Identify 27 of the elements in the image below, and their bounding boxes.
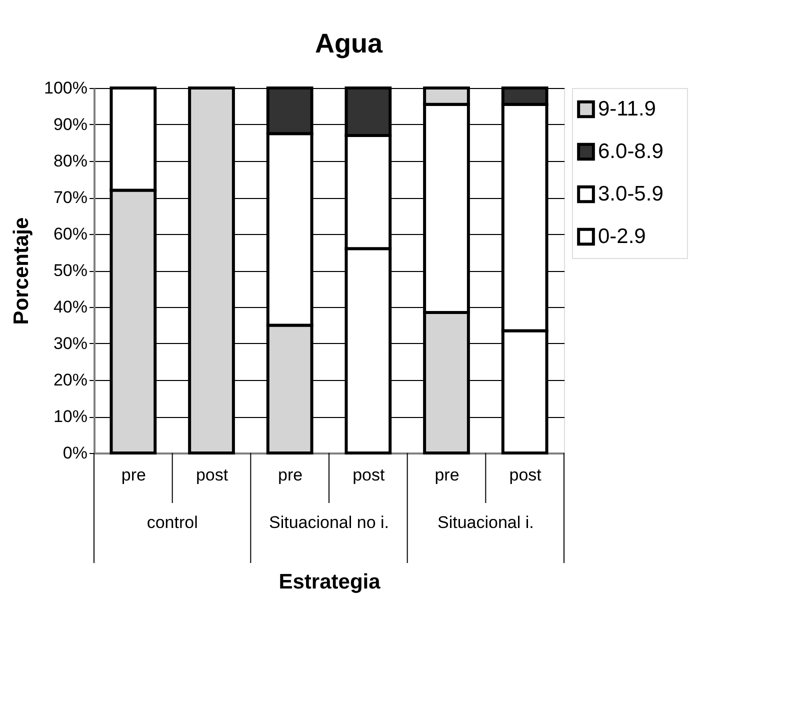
text: Situacional no i. xyxy=(268,513,390,532)
y-tick-label: 10% xyxy=(53,407,88,426)
legend-label: 9-11.9 xyxy=(598,97,656,120)
x-tick-label: pre xyxy=(278,466,303,484)
y-tick-label: 60% xyxy=(53,224,88,244)
x-tick-label: post xyxy=(352,466,386,484)
y-tick-label: 90% xyxy=(53,115,88,134)
x-axis-title: Estrategia xyxy=(278,570,381,594)
legend-label: 0-2.9 xyxy=(598,224,646,248)
y-tick-label: 0% xyxy=(62,444,88,462)
x-tick-label: post xyxy=(509,466,542,484)
y-tick-label: 20% xyxy=(53,370,88,390)
x-tick-label: pre xyxy=(434,466,460,484)
y-tick-label: 70% xyxy=(53,188,88,207)
y-axis-title: Porcentaje xyxy=(10,217,34,325)
x-tick-label: pre xyxy=(121,466,146,484)
y-tick-label: 50% xyxy=(53,261,88,280)
legend-label: 6.0-8.9 xyxy=(598,140,664,163)
legend-label: 3.0-5.9 xyxy=(598,182,664,206)
y-tick-label: 100% xyxy=(44,78,88,98)
y-tick-label: 40% xyxy=(53,298,88,316)
y-tick-label: 30% xyxy=(53,334,88,353)
x-tick-label: post xyxy=(196,466,228,484)
y-tick-label: 80% xyxy=(53,152,88,170)
text: control xyxy=(146,513,198,532)
text: Situacional i. xyxy=(437,513,534,532)
chart-title: Agua xyxy=(315,28,384,58)
